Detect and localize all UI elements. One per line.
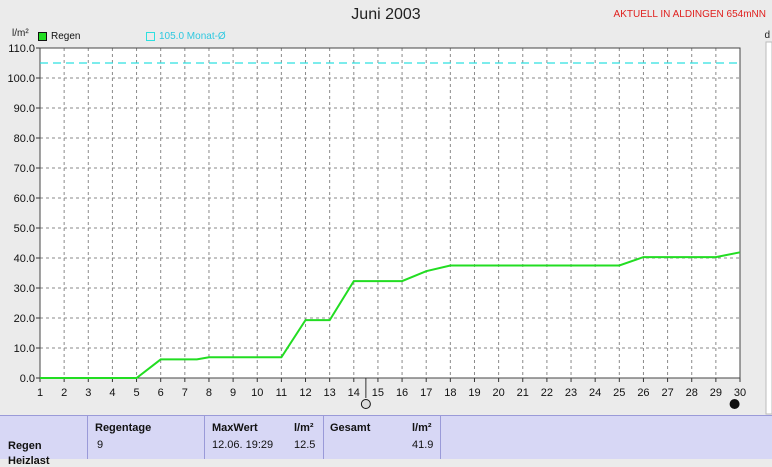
stats-row-label-2: Heizlast: [8, 455, 50, 467]
gesamt-unit: l/m²: [412, 422, 432, 434]
right-axis-label: d: [764, 30, 770, 41]
x-tick-label: 3: [85, 387, 91, 399]
y-tick-label: 0.0: [20, 373, 35, 385]
regentage-header: Regentage: [95, 422, 152, 434]
x-tick-label: 14: [348, 387, 360, 399]
gesamt-header: Gesamt: [330, 422, 371, 434]
maxwert-header: MaxWert: [212, 422, 258, 434]
x-tick-label: 22: [541, 387, 553, 399]
y-tick-label: 20.0: [14, 313, 35, 325]
stats-row-label: Regen: [8, 440, 42, 452]
x-tick-label: 27: [661, 387, 673, 399]
x-tick-label: 28: [686, 387, 698, 399]
chart-title: Juni 2003: [351, 6, 421, 23]
gesamt-value: 41.9: [412, 439, 434, 451]
plot-area: [40, 48, 740, 378]
stats-maxwert-cell: MaxWert l/m² 12.06. 19:29 12.5: [205, 416, 324, 459]
x-tick-label: 11: [276, 387, 287, 399]
plot-frame: [39, 47, 741, 379]
x-tick-label: 16: [396, 387, 408, 399]
right-panel-edge: [765, 41, 772, 415]
y-tick-label: 100.0: [7, 73, 35, 85]
legend-regen-swatch-icon: [38, 32, 47, 41]
y-tick-label: 10.0: [14, 343, 35, 355]
x-tick-label: 10: [251, 387, 263, 399]
station-subtitle: AKTUELL IN ALDINGEN 654mNN: [613, 9, 766, 20]
x-tick-label: 25: [613, 387, 625, 399]
y-tick-label: 40.0: [14, 253, 35, 265]
y-tick-label: 70.0: [14, 163, 35, 175]
y-tick-label: 50.0: [14, 223, 35, 235]
stats-bar: Regen Heizlast Regentage 9 MaxWert l/m² …: [0, 415, 772, 467]
x-tick-label: 17: [420, 387, 432, 399]
y-tick-label: 90.0: [14, 103, 35, 115]
new-moon-icon: [729, 399, 740, 409]
x-tick-label: 26: [637, 387, 649, 399]
maxwert-value: 12.5: [294, 439, 316, 451]
x-tick-label: 20: [492, 387, 504, 399]
x-tick-label: 18: [444, 387, 456, 399]
x-tick-label: 9: [230, 387, 236, 399]
x-tick-label: 21: [517, 387, 529, 399]
x-tick-label: 4: [109, 387, 115, 399]
x-tick-label: 12: [299, 387, 311, 399]
x-tick-label: 7: [182, 387, 188, 399]
y-axis-unit: l/m²: [12, 28, 29, 39]
y-tick-label: 110.0: [8, 43, 35, 55]
stats-regentage-cell: Regentage 9: [88, 416, 205, 459]
x-tick-label: 19: [468, 387, 480, 399]
x-tick-label: 5: [133, 387, 139, 399]
full-moon-icon: [360, 399, 371, 409]
y-tick-label: 80.0: [14, 133, 35, 145]
x-tick-label: 6: [158, 387, 164, 399]
legend-regen-label: Regen: [51, 31, 81, 42]
x-tick-label: 2: [61, 387, 67, 399]
rain-chart: 0.0 10.0 20.0 30.0 40.0 50.0 60.0 70.0 80.0 90.0 1…: [7, 41, 772, 415]
maxwert-time: 12.06. 19:29: [212, 439, 274, 451]
x-tick-label: 15: [372, 387, 384, 399]
x-tick-label: 24: [589, 387, 601, 399]
y-tick-label: 30.0: [14, 283, 35, 295]
legend-monat: 105.0 Monat-Ø: [146, 31, 226, 42]
x-tick-label: 8: [206, 387, 212, 399]
legend-monat-swatch-icon: [146, 32, 155, 41]
x-tick-label: 29: [710, 387, 722, 399]
legend-monat-label: 105.0 Monat-Ø: [159, 31, 226, 42]
x-tick-label: 1: [37, 387, 43, 399]
regentage-value: 9: [97, 439, 104, 451]
maxwert-unit: l/m²: [294, 422, 314, 434]
stats-row-label-cell: Regen Heizlast: [0, 416, 88, 467]
x-tick-label: 30: [734, 387, 746, 399]
stats-gesamt-cell: Gesamt l/m² 41.9: [324, 416, 441, 459]
x-tick-label: 13: [324, 387, 336, 399]
series-line-regen: [40, 251, 741, 379]
x-tick-label: 23: [565, 387, 577, 399]
legend-regen: Regen: [38, 31, 80, 42]
y-tick-label: 60.0: [14, 193, 35, 205]
